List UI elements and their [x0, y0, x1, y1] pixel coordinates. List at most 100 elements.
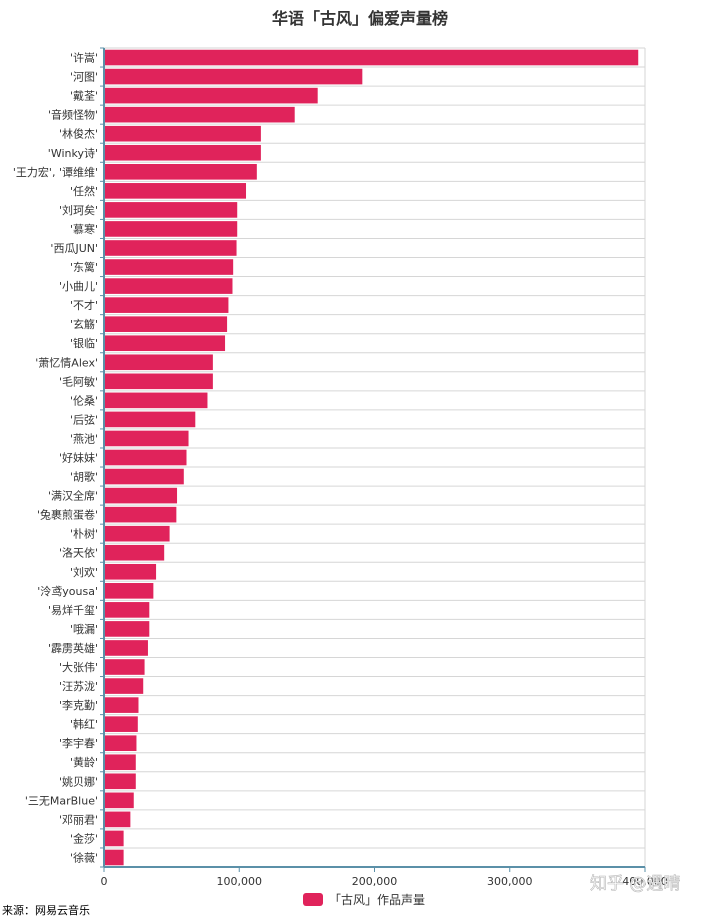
category-label: '李宇春' — [59, 736, 98, 750]
bar[interactable] — [105, 506, 177, 523]
bar[interactable] — [105, 183, 247, 199]
bar[interactable] — [105, 354, 213, 371]
bar[interactable] — [105, 68, 363, 85]
bar[interactable] — [105, 297, 229, 313]
bar[interactable] — [105, 278, 233, 294]
category-label: '戴荃' — [70, 89, 98, 103]
bar[interactable] — [105, 544, 165, 561]
category-label: '慕寒' — [70, 222, 98, 236]
bar[interactable] — [105, 678, 144, 694]
category-label: '任然' — [70, 184, 98, 198]
bar[interactable] — [105, 106, 295, 123]
category-label: '不才' — [70, 298, 98, 312]
legend[interactable]: 「古风」作品声量 — [303, 892, 425, 907]
category-label: '洛天依' — [59, 546, 98, 560]
legend-label[interactable]: 「古风」作品声量 — [329, 892, 425, 907]
category-label: '伦桑' — [70, 393, 98, 407]
category-label: '小曲儿' — [59, 280, 98, 293]
bar[interactable] — [105, 583, 154, 599]
bar[interactable] — [105, 697, 139, 713]
category-label: '林俊杰' — [59, 127, 98, 141]
bar[interactable] — [105, 773, 136, 790]
bar[interactable] — [105, 849, 124, 866]
category-label: '韩红' — [70, 717, 98, 731]
x-tick-label: 100,000 — [217, 875, 263, 888]
category-label: '萧忆情Alex' — [35, 356, 98, 369]
bar[interactable] — [105, 411, 196, 428]
bar[interactable] — [105, 621, 150, 637]
x-tick-label: 300,000 — [487, 875, 533, 888]
category-label: '玄觞' — [70, 317, 98, 331]
bar[interactable] — [105, 202, 238, 218]
category-label: '大张伟' — [59, 660, 98, 674]
bar[interactable] — [105, 144, 261, 161]
grid-lines — [104, 47, 646, 868]
category-label: '泠鸢yousa' — [37, 584, 98, 598]
bar[interactable] — [105, 316, 228, 332]
category-label: '刘欢' — [70, 565, 98, 579]
bar[interactable] — [105, 602, 150, 618]
category-label: '音频怪物' — [48, 108, 98, 122]
bar[interactable] — [105, 487, 178, 504]
category-label: '黄龄' — [70, 755, 98, 769]
bar[interactable] — [105, 221, 238, 237]
category-label: '徐薇' — [70, 850, 98, 864]
category-label: '好妹妹' — [59, 451, 98, 465]
bar[interactable] — [105, 49, 639, 66]
category-label: '王力宏', '谭维维' — [13, 165, 98, 179]
bars — [105, 49, 639, 866]
legend-swatch[interactable] — [303, 893, 323, 906]
category-label: '兔裹煎蛋卷' — [37, 508, 98, 522]
bar[interactable] — [105, 125, 261, 142]
category-label: '刘珂矣' — [59, 203, 98, 217]
category-label: '朴树' — [70, 527, 98, 541]
bar[interactable] — [105, 563, 157, 580]
bar[interactable] — [105, 163, 257, 180]
category-label: '姚贝娜' — [59, 774, 98, 788]
category-label: '满汉全席' — [48, 489, 98, 503]
category-label: '银临' — [70, 336, 98, 350]
category-label: '易烊千玺' — [48, 603, 98, 617]
bar[interactable] — [105, 468, 184, 485]
bar[interactable] — [105, 449, 187, 466]
x-axis-ticks: 0 100,000 200,000 300,000 400,000 — [101, 867, 668, 888]
category-label: '河图' — [70, 71, 98, 84]
bar[interactable] — [105, 792, 134, 809]
category-label: '哦漏' — [70, 623, 98, 636]
category-label: '后弦' — [70, 412, 98, 426]
category-label: '李克勤' — [59, 698, 98, 712]
category-label: '东篱' — [70, 260, 98, 274]
bar[interactable] — [105, 640, 148, 656]
category-label: '三无MarBlue' — [25, 794, 98, 807]
watermark: 知乎 @遇晴 — [590, 874, 680, 894]
category-label: 'Winky诗' — [48, 146, 98, 160]
x-tick-label: 200,000 — [352, 875, 398, 888]
category-label: '胡歌' — [70, 470, 98, 484]
bar[interactable] — [105, 754, 136, 771]
category-label: '西瓜JUN' — [50, 242, 98, 255]
bar[interactable] — [105, 716, 138, 732]
category-label: '霹雳英雄' — [48, 641, 98, 655]
category-label: '汪苏泷' — [59, 680, 98, 693]
bar[interactable] — [105, 659, 145, 675]
category-label: '毛阿敏' — [59, 374, 98, 388]
bar[interactable] — [105, 240, 237, 256]
bar[interactable] — [105, 830, 124, 847]
bar[interactable] — [105, 525, 170, 542]
x-tick-label: 0 — [101, 875, 108, 888]
category-label: '许嵩' — [70, 52, 98, 65]
bar[interactable] — [105, 392, 208, 409]
bar[interactable] — [105, 373, 213, 390]
bar[interactable] — [105, 259, 234, 275]
source-note: 来源：网易云音乐 — [2, 903, 90, 917]
bar[interactable] — [105, 335, 226, 352]
chart-title: 华语「古风」偏爱声量榜 — [272, 9, 448, 28]
category-label: '邓丽君' — [59, 813, 98, 826]
bar[interactable] — [105, 430, 189, 447]
bar[interactable] — [105, 735, 137, 752]
bar[interactable] — [105, 811, 131, 828]
bar[interactable] — [105, 87, 318, 104]
category-labels: '许嵩' '河图' '戴荃' '音频怪物' '林俊杰' 'Winky诗' '王力宏', '谭… — [13, 52, 98, 865]
x-tick-label: 400,000 — [622, 875, 668, 888]
